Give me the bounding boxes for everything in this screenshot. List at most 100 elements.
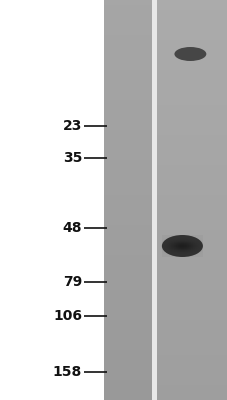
- Bar: [103, 10, 151, 15]
- Bar: [157, 360, 227, 365]
- Ellipse shape: [161, 235, 202, 257]
- Bar: [103, 25, 151, 30]
- Bar: [157, 270, 227, 275]
- Bar: [157, 355, 227, 360]
- Bar: [103, 315, 151, 320]
- Bar: [157, 115, 227, 120]
- Text: 79: 79: [63, 275, 82, 289]
- Bar: [103, 75, 151, 80]
- Bar: [103, 255, 151, 260]
- Bar: [157, 95, 227, 100]
- Bar: [103, 230, 151, 235]
- Bar: [103, 155, 151, 160]
- Bar: [103, 185, 151, 190]
- Bar: [157, 220, 227, 225]
- Bar: [103, 100, 151, 105]
- Bar: [157, 235, 227, 240]
- Bar: [103, 215, 151, 220]
- Bar: [103, 90, 151, 95]
- Bar: [157, 175, 227, 180]
- Bar: [103, 70, 151, 75]
- Bar: [103, 345, 151, 350]
- Bar: [103, 235, 151, 240]
- Bar: [103, 180, 151, 185]
- Bar: [103, 365, 151, 370]
- Bar: [157, 265, 227, 270]
- Bar: [157, 320, 227, 325]
- Bar: [103, 30, 151, 35]
- Bar: [103, 150, 151, 155]
- Bar: [103, 375, 151, 380]
- Bar: [103, 385, 151, 390]
- Bar: [103, 310, 151, 315]
- Bar: [157, 125, 227, 130]
- Bar: [157, 110, 227, 115]
- Bar: [103, 200, 151, 205]
- Bar: [157, 10, 227, 15]
- Bar: [103, 80, 151, 85]
- Bar: [103, 0, 151, 5]
- Bar: [103, 355, 151, 360]
- Bar: [157, 375, 227, 380]
- Bar: [103, 330, 151, 335]
- Bar: [103, 125, 151, 130]
- Text: 158: 158: [53, 365, 82, 379]
- Bar: [103, 210, 151, 215]
- Bar: [157, 0, 227, 5]
- Bar: [157, 325, 227, 330]
- Bar: [103, 370, 151, 375]
- Bar: [157, 155, 227, 160]
- Bar: [103, 95, 151, 100]
- Bar: [157, 310, 227, 315]
- Bar: [103, 5, 151, 10]
- Bar: [157, 150, 227, 155]
- Bar: [103, 360, 151, 365]
- Bar: [157, 75, 227, 80]
- Text: 106: 106: [53, 309, 82, 323]
- Bar: [157, 90, 227, 95]
- Bar: [103, 390, 151, 395]
- Bar: [157, 45, 227, 50]
- Bar: [157, 170, 227, 175]
- Bar: [103, 205, 151, 210]
- Bar: [157, 30, 227, 35]
- Bar: [103, 160, 151, 165]
- Bar: [103, 220, 151, 225]
- Bar: [157, 70, 227, 75]
- Bar: [157, 100, 227, 105]
- Bar: [157, 130, 227, 135]
- Bar: [103, 55, 151, 60]
- Bar: [103, 275, 151, 280]
- Bar: [157, 35, 227, 40]
- Bar: [103, 165, 151, 170]
- Bar: [157, 210, 227, 215]
- Bar: [103, 120, 151, 125]
- Bar: [157, 205, 227, 210]
- Bar: [157, 195, 227, 200]
- Bar: [103, 285, 151, 290]
- Bar: [157, 385, 227, 390]
- Bar: [157, 60, 227, 65]
- Bar: [157, 140, 227, 145]
- Bar: [103, 260, 151, 265]
- Ellipse shape: [174, 47, 205, 61]
- Bar: [103, 245, 151, 250]
- Bar: [151, 0, 157, 400]
- Bar: [157, 315, 227, 320]
- Text: 23: 23: [62, 119, 82, 133]
- Bar: [103, 105, 151, 110]
- Bar: [157, 330, 227, 335]
- Bar: [157, 300, 227, 305]
- Bar: [103, 50, 151, 55]
- Bar: [103, 295, 151, 300]
- Bar: [157, 290, 227, 295]
- Bar: [157, 255, 227, 260]
- Bar: [103, 300, 151, 305]
- Bar: [103, 265, 151, 270]
- Bar: [157, 245, 227, 250]
- Bar: [103, 380, 151, 385]
- Bar: [157, 190, 227, 195]
- Bar: [157, 200, 227, 205]
- Bar: [103, 65, 151, 70]
- Bar: [103, 85, 151, 90]
